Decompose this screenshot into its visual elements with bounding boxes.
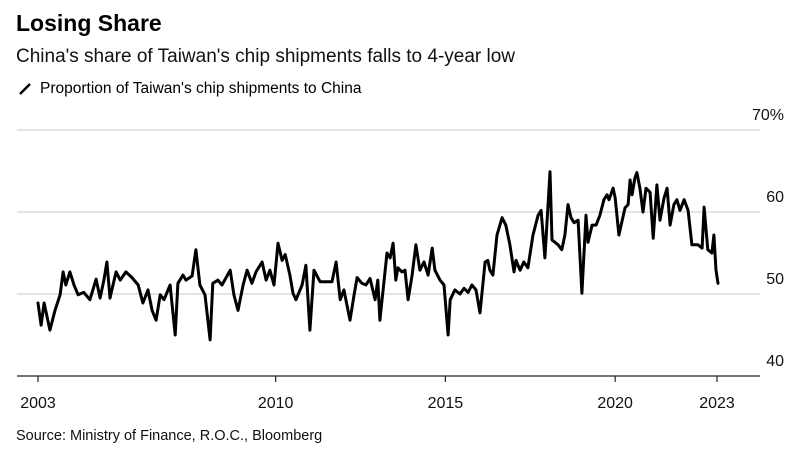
legend-label: Proportion of Taiwan's chip shipments to… bbox=[40, 80, 362, 97]
legend: Proportion of Taiwan's chip shipments to… bbox=[18, 80, 361, 98]
y-tick-label: 70% bbox=[752, 107, 784, 124]
x-tick-label: 2003 bbox=[20, 395, 56, 412]
x-tick-label: 2015 bbox=[428, 395, 464, 412]
y-tick-label: 60 bbox=[766, 189, 784, 206]
line-legend-icon bbox=[19, 83, 31, 95]
x-tick-label: 2010 bbox=[258, 395, 294, 412]
series-line-china-share bbox=[36, 170, 720, 342]
y-tick-label: 40 bbox=[766, 353, 784, 370]
source-note: Source: Ministry of Finance, R.O.C., Blo… bbox=[16, 428, 323, 444]
chart-title: Losing Share bbox=[16, 10, 162, 36]
y-tick-label: 50 bbox=[766, 271, 784, 288]
x-tick-label: 2023 bbox=[699, 395, 735, 412]
chart-subtitle: China's share of Taiwan's chip shipments… bbox=[16, 46, 516, 67]
x-tick-label: 2020 bbox=[597, 395, 633, 412]
